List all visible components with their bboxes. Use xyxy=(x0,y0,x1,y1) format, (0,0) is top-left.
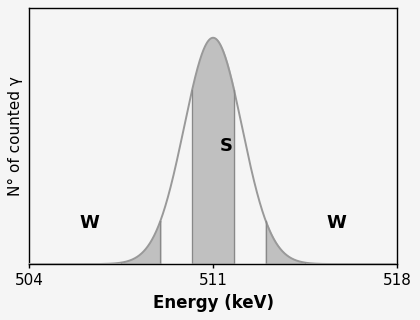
Text: W: W xyxy=(327,214,346,232)
Text: S: S xyxy=(220,137,233,156)
X-axis label: Energy (keV): Energy (keV) xyxy=(152,294,273,312)
Text: W: W xyxy=(79,214,100,232)
Y-axis label: N° of counted γ: N° of counted γ xyxy=(8,76,24,196)
